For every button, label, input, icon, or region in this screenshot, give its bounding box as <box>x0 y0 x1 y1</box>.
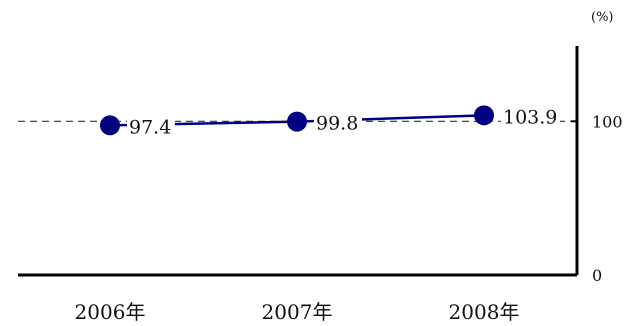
x-category-label: 2008年 <box>449 300 520 324</box>
y-tick-label: 0 <box>592 266 602 285</box>
axis-layer <box>18 46 579 277</box>
category-label-layer: 2006年 2007年 2008年 <box>75 300 520 324</box>
data-point <box>100 115 120 136</box>
tick-layer: 0 100 <box>571 112 623 285</box>
x-category-label: 2007年 <box>262 300 333 324</box>
marker-layer <box>100 105 494 136</box>
data-point <box>287 111 307 132</box>
data-label: 103.9 <box>503 106 557 128</box>
data-label-background <box>127 117 175 138</box>
y-axis-unit-label: (%) <box>591 10 614 25</box>
x-category-label: 2006年 <box>75 300 146 324</box>
y-tick-label: 100 <box>592 112 623 131</box>
data-label-layer: 97.4 99.8 103.9 <box>127 106 560 138</box>
data-label: 97.4 <box>129 116 171 138</box>
data-point <box>474 105 494 126</box>
data-label-background <box>314 113 362 134</box>
data-label: 99.8 <box>316 113 358 135</box>
data-label-background <box>501 107 560 128</box>
